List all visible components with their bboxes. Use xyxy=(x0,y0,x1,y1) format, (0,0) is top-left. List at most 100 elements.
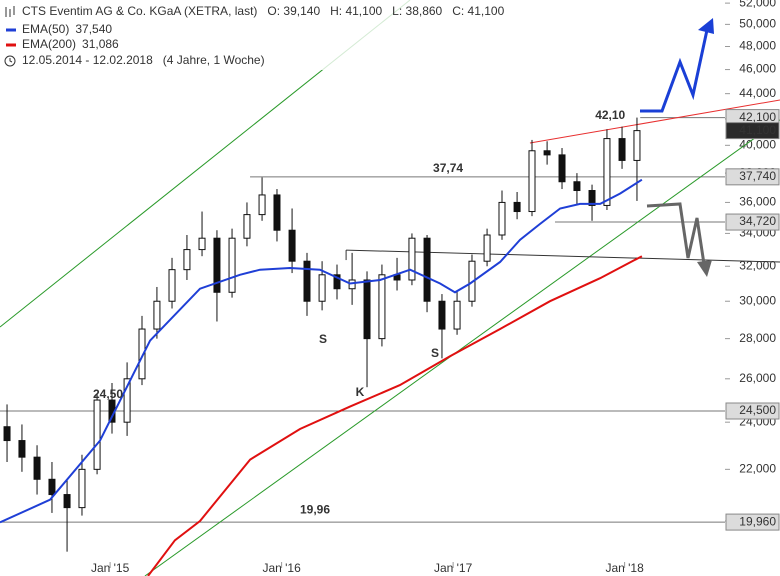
legend-value: 37,540 xyxy=(75,22,112,36)
candle-body xyxy=(123,378,131,423)
price-box xyxy=(725,213,780,231)
header-bg xyxy=(0,0,515,70)
ohlc-label: O: 39,140 xyxy=(267,4,320,18)
ohlc-label: L: 38,860 xyxy=(392,4,442,18)
candle-body xyxy=(318,274,326,302)
price-box-label: 37,740 xyxy=(739,169,776,183)
arrow-down xyxy=(646,202,706,265)
price-box xyxy=(725,122,780,140)
candle-body xyxy=(363,279,371,340)
y-tick-label: 44,000 xyxy=(739,86,776,100)
clock-icon xyxy=(4,55,16,67)
title: CTS Eventim AG & Co. KGaA (XETRA, last) xyxy=(22,4,257,18)
y-tick-label: 22,000 xyxy=(739,462,776,476)
y-tick-label: 52,000 xyxy=(739,0,776,9)
legend-name: EMA(50) xyxy=(22,22,69,36)
candle-body xyxy=(423,237,431,302)
y-tick-label: 48,000 xyxy=(739,39,776,53)
candle-body xyxy=(213,237,221,293)
pattern-label: S xyxy=(431,346,439,360)
candle-body xyxy=(303,260,311,302)
candle-body xyxy=(228,237,236,293)
price-box-label: 41,100 xyxy=(739,123,776,137)
candle-body xyxy=(243,214,251,239)
y-tick-label: 50,000 xyxy=(739,17,776,31)
trend-line xyxy=(529,99,780,144)
candle-body xyxy=(528,150,536,213)
candle-body xyxy=(273,194,281,231)
candle-body xyxy=(618,138,626,161)
price-box xyxy=(725,513,780,531)
x-tick-label: Jan '17 xyxy=(434,561,473,575)
candle-body xyxy=(348,279,356,290)
y-tick-label: 26,000 xyxy=(739,371,776,385)
header: CTS Eventim AG & Co. KGaA (XETRA, last) O… xyxy=(0,0,515,70)
y-tick-label: 46,000 xyxy=(739,62,776,76)
y-tick-label: 28,000 xyxy=(739,331,776,345)
y-tick-label: 30,000 xyxy=(739,293,776,307)
candle-body xyxy=(288,229,296,262)
arrow-head xyxy=(697,260,712,277)
candle-body xyxy=(78,468,86,509)
candle-body xyxy=(438,300,446,330)
ema-line xyxy=(147,255,643,576)
candle-body xyxy=(168,269,176,302)
candle-body xyxy=(588,190,596,206)
candle-body xyxy=(543,150,551,156)
candle-body xyxy=(573,181,581,192)
candle-body xyxy=(18,440,26,458)
price-box-label: 19,960 xyxy=(739,514,776,528)
period: 12.05.2014 - 12.02.2018 xyxy=(22,53,153,67)
candle-body xyxy=(48,478,56,496)
period-note: (4 Jahre, 1 Woche) xyxy=(163,53,265,67)
chart-icon xyxy=(5,6,15,17)
price-box-label: 34,720 xyxy=(739,214,776,228)
level-note: 19,96 xyxy=(300,502,330,516)
candle-body xyxy=(483,234,491,262)
level-note: 37,74 xyxy=(433,161,463,175)
candle-body xyxy=(33,456,41,480)
candle-body xyxy=(183,249,191,271)
candle-body xyxy=(258,194,266,216)
candle-body xyxy=(198,237,206,251)
candle-body xyxy=(498,201,506,236)
candle-body xyxy=(138,328,146,380)
y-tick-label: 40,000 xyxy=(739,137,776,151)
candle-body xyxy=(513,201,521,213)
candle-body xyxy=(333,274,341,290)
candle-body xyxy=(408,237,416,281)
x-tick-label: Jan '15 xyxy=(91,561,130,575)
price-box-label: 42,100 xyxy=(739,110,776,124)
candle-body xyxy=(558,154,566,183)
ohlc-label: C: 41,100 xyxy=(452,4,504,18)
trend-line xyxy=(346,249,780,263)
x-tick-label: Jan '18 xyxy=(605,561,644,575)
price-box xyxy=(725,168,780,186)
ema-line xyxy=(0,178,643,524)
level-note: 42,10 xyxy=(595,108,625,122)
candle-body xyxy=(63,494,71,509)
price-box xyxy=(725,402,780,420)
y-tick-label: 32,000 xyxy=(739,258,776,272)
candle-body xyxy=(633,130,641,161)
x-tick-label: Jan '16 xyxy=(262,561,301,575)
ohlc-label: H: 41,100 xyxy=(330,4,382,18)
arrow-up xyxy=(640,29,709,113)
arrow-head xyxy=(698,18,714,34)
candle-body xyxy=(93,399,101,470)
pattern-label: S xyxy=(319,332,327,346)
clock-hand xyxy=(9,58,13,63)
candle-body xyxy=(453,300,461,330)
legend-value: 31,086 xyxy=(82,37,119,51)
trend-line xyxy=(144,119,780,576)
pattern-label: K xyxy=(356,385,365,399)
legend-name: EMA(200) xyxy=(22,37,76,51)
candle-body xyxy=(153,300,161,330)
candle-body xyxy=(603,138,611,206)
level-note: 24,50 xyxy=(93,387,123,401)
candle-body xyxy=(378,274,386,340)
candle-body xyxy=(3,426,11,442)
y-tick-label: 36,000 xyxy=(739,195,776,209)
